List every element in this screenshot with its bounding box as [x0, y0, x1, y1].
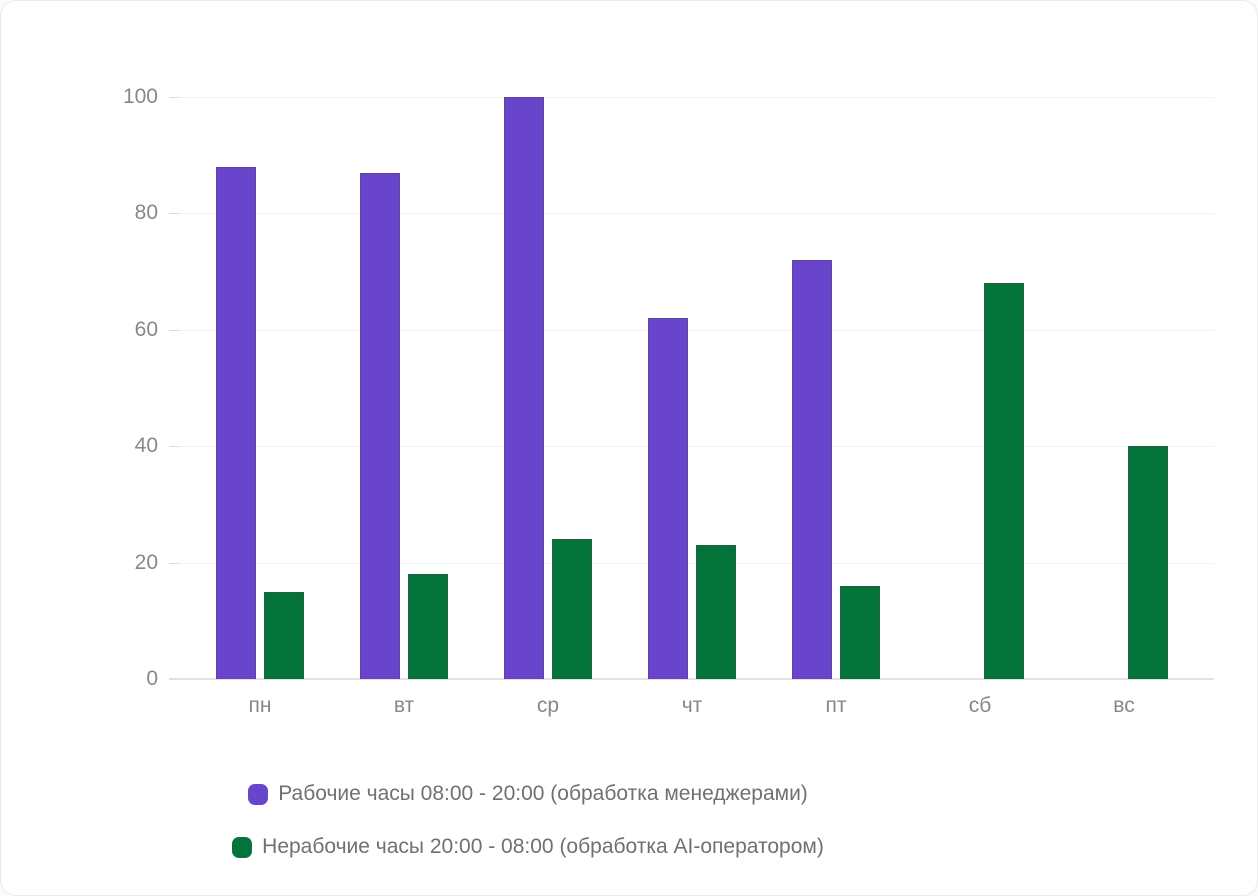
- bar-series2-чт[interactable]: [696, 545, 736, 679]
- y-axis-tick-labels: 0 20 40 60 80 100: [1, 86, 158, 690]
- bar-series2-вт[interactable]: [408, 574, 448, 679]
- gridline-dots: [179, 446, 1214, 448]
- legend-item-series2[interactable]: Нерабочие часы 20:00 - 08:00 (обработка …: [232, 835, 824, 859]
- y-tick-mark: [169, 446, 179, 448]
- bar-series1-ср[interactable]: [504, 97, 544, 679]
- bar-series1-пт[interactable]: [792, 260, 832, 679]
- x-tick-label-сб: сб: [968, 694, 992, 717]
- y-tick-label-40: 40: [134, 434, 158, 458]
- bar-series2-пн[interactable]: [264, 592, 304, 679]
- bar-series1-чт[interactable]: [648, 318, 688, 679]
- bar-series1-вт[interactable]: [360, 173, 400, 679]
- legend-label: Рабочие часы 08:00 - 20:00 (обработка ме…: [278, 782, 808, 805]
- gridline-dots: [179, 329, 1214, 331]
- y-tick-label-0: 0: [146, 667, 158, 690]
- x-tick-label-пт: пт: [825, 694, 847, 717]
- gridline-dots: [179, 213, 1214, 215]
- x-tick-label-чт: чт: [681, 694, 703, 717]
- x-tick-label-вт: вт: [393, 694, 415, 717]
- bar-series2-вс[interactable]: [1128, 446, 1168, 679]
- bar-series2-ср[interactable]: [552, 539, 592, 679]
- legend-label: Нерабочие часы 20:00 - 08:00 (обработка …: [262, 835, 824, 858]
- y-tick-mark: [169, 213, 179, 215]
- legend-marker-icon: [248, 783, 269, 805]
- x-tick-label-вс: вс: [1113, 694, 1135, 717]
- bar-series2-сб[interactable]: [984, 283, 1024, 679]
- y-tick-label-20: 20: [134, 550, 158, 574]
- plot-area: [161, 97, 1214, 680]
- x-tick-label-пн: пн: [248, 694, 272, 717]
- y-tick-mark: [169, 97, 179, 98]
- bar-series1-пн[interactable]: [216, 167, 256, 679]
- y-tick-label-60: 60: [134, 317, 158, 341]
- y-tick-mark: [169, 329, 179, 331]
- chart-legend: Рабочие часы 08:00 - 20:00 (обработка ме…: [1, 782, 1156, 859]
- gridline-dots: [179, 97, 1214, 98]
- x-axis-tick-labels: пн вт ср чт пт сб вс: [161, 691, 1214, 721]
- x-tick-label-ср: ср: [536, 694, 560, 717]
- x-axis-line: [169, 678, 1214, 680]
- y-tick-label-80: 80: [134, 201, 158, 225]
- legend-item-series1[interactable]: Рабочие часы 08:00 - 20:00 (обработка ме…: [248, 782, 808, 806]
- legend-marker-icon: [232, 836, 253, 858]
- y-tick-label-100: 100: [122, 85, 158, 108]
- y-tick-mark: [169, 562, 179, 564]
- bar-series2-пт[interactable]: [840, 586, 880, 679]
